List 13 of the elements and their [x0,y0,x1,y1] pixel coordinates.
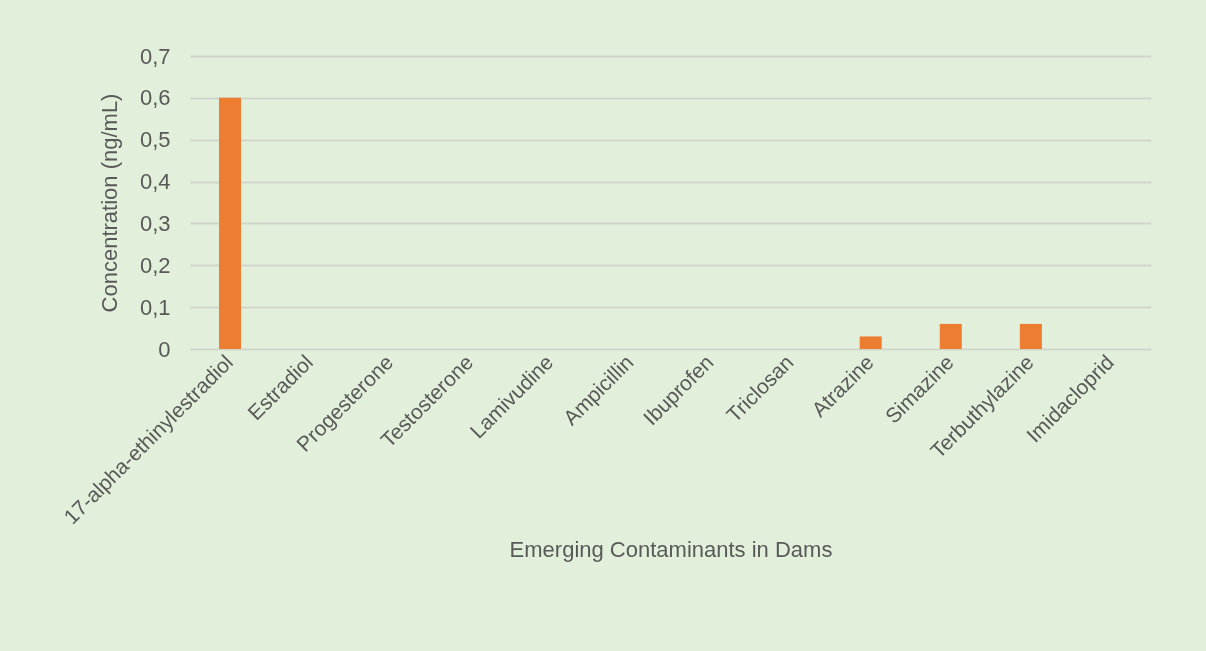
bar [219,97,242,349]
bar [1019,323,1042,349]
y-tick-label: 0,2 [139,252,171,278]
x-axis-title: Emerging Contaminants in Dams [509,537,833,563]
bar [939,323,962,349]
y-tick-label: 0,7 [139,43,171,69]
bar [859,336,882,349]
y-axis-title: Concentration (ng/mL) [96,93,122,313]
y-tick-label: 0,5 [139,127,171,153]
y-tick-label: 0,6 [139,85,171,111]
y-tick-label: 0,4 [139,169,171,195]
y-tick-label: 0,1 [139,294,171,320]
y-tick-label: 0,3 [139,210,171,236]
